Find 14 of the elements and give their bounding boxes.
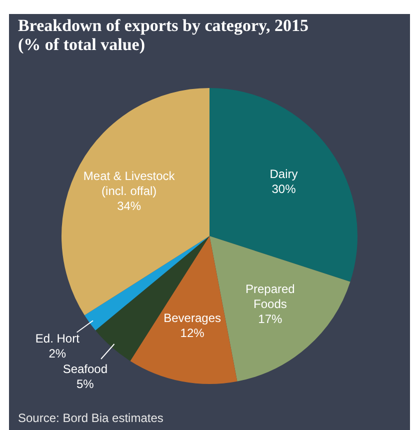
- chart-title: Breakdown of exports by category, 2015 (% of total value): [18, 16, 309, 54]
- slice-label: Meat & Livestock (incl. offal): [83, 169, 176, 198]
- slice-label: Prepared Foods: [245, 282, 295, 312]
- source-note: Source: Bord Bia estimates: [18, 411, 164, 425]
- data-label: 34%: [117, 199, 142, 214]
- slice-label: Dairy: [270, 166, 298, 181]
- slice-label: Ed. Hort: [35, 331, 80, 346]
- data-label: 30%: [272, 182, 296, 196]
- data-label: 17%: [258, 312, 283, 326]
- slice-label: Beverages: [164, 310, 221, 325]
- data-label: 2%: [48, 346, 66, 360]
- data-label: 12%: [180, 326, 205, 340]
- data-label: 5%: [76, 376, 94, 391]
- slice-label: Seafood: [62, 362, 108, 376]
